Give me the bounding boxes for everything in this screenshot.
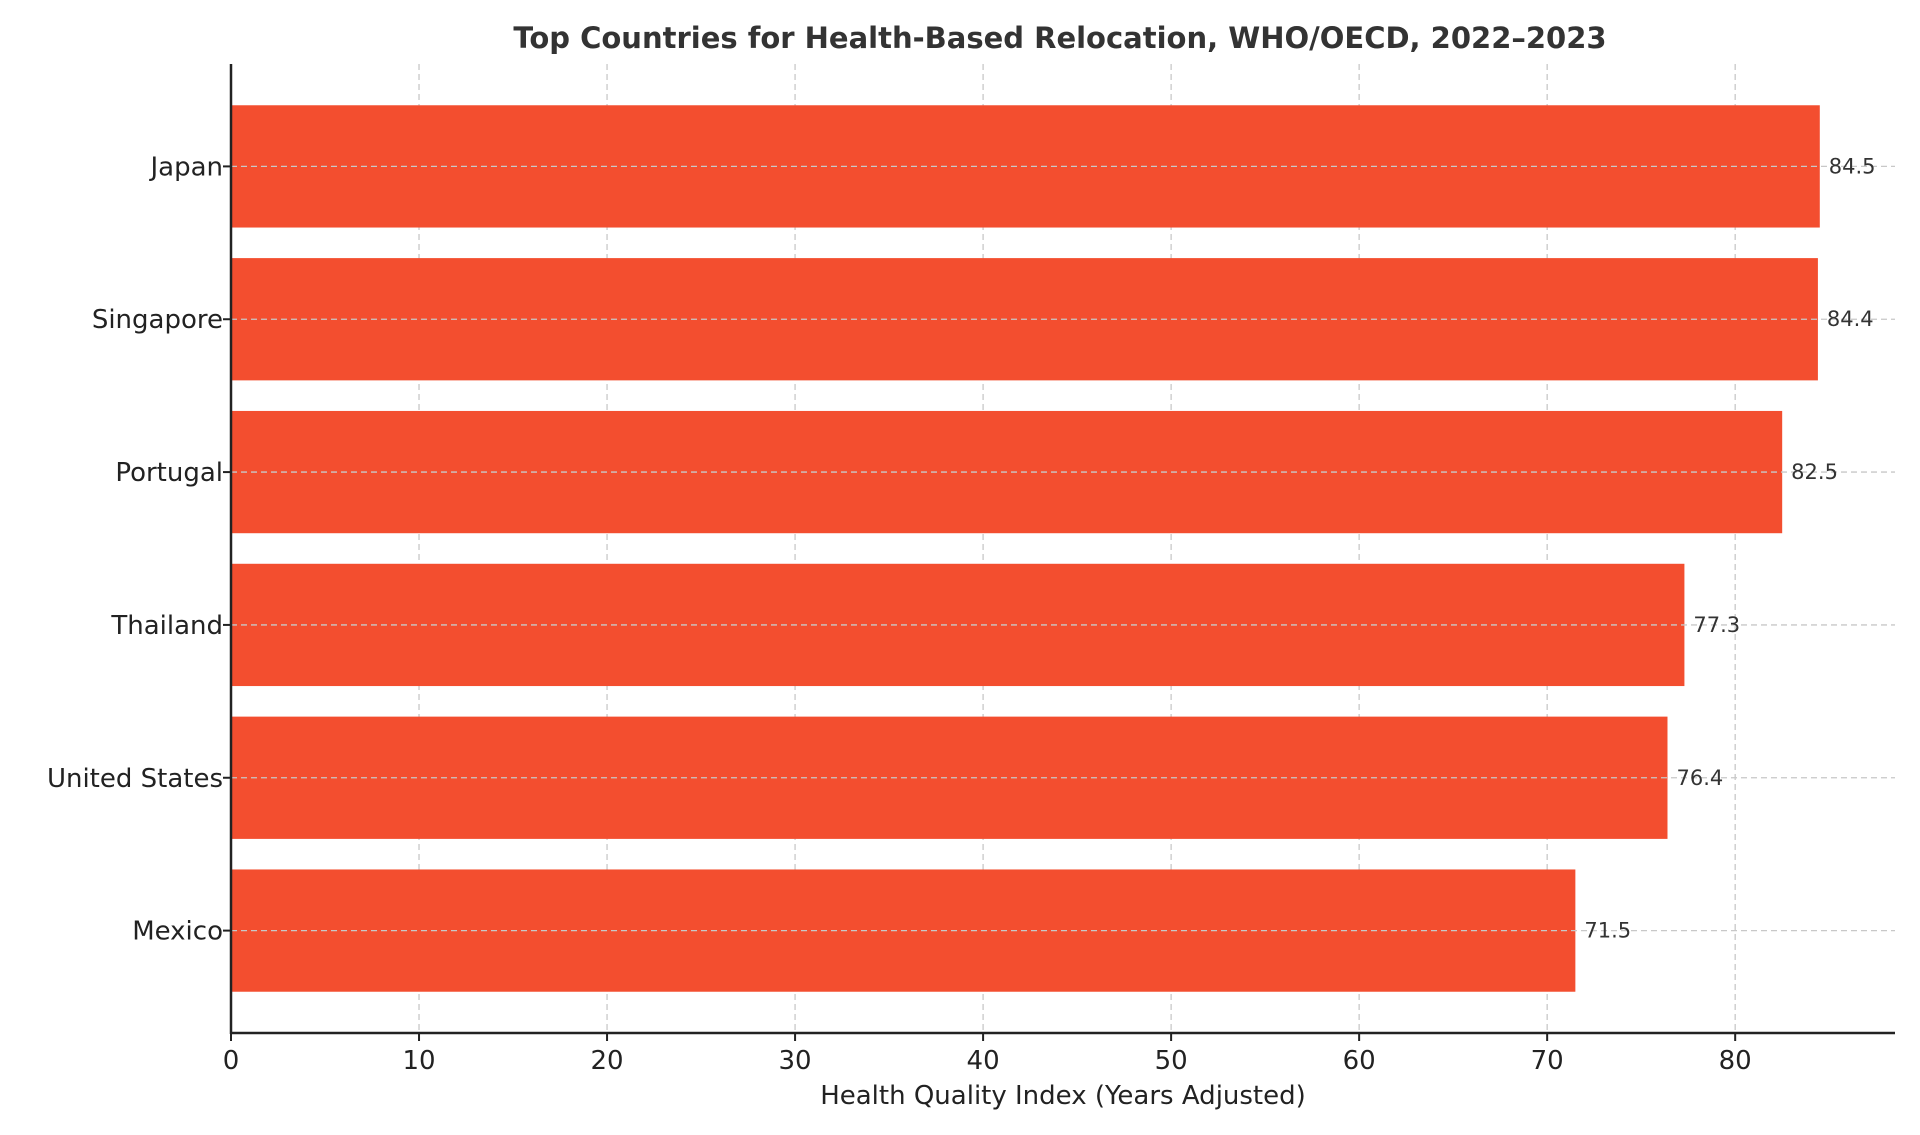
bar-value-label: 84.4 (1827, 307, 1874, 331)
x-tick-label: 50 (1155, 1046, 1188, 1076)
y-tick-label: Thailand (110, 611, 223, 641)
y-tick-label: Japan (148, 152, 223, 182)
bar-value-label: 77.3 (1693, 613, 1740, 637)
bar-united-states (231, 716, 1668, 839)
y-tick-label: Mexico (132, 917, 223, 947)
y-tick-label: Singapore (92, 305, 223, 335)
x-tick-label: 0 (223, 1046, 240, 1076)
bar-value-label: 71.5 (1584, 919, 1631, 943)
x-tick-label: 80 (1719, 1046, 1752, 1076)
bar-value-label: 76.4 (1676, 766, 1723, 790)
chart-title: Top Countries for Health-Based Relocatio… (513, 21, 1606, 55)
x-tick-label: 70 (1531, 1046, 1564, 1076)
x-tick-label: 60 (1343, 1046, 1376, 1076)
bar-value-label: 84.5 (1829, 154, 1876, 178)
y-tick-label: Portugal (115, 458, 223, 488)
x-tick-label: 40 (967, 1046, 1000, 1076)
x-tick-label: 10 (402, 1046, 435, 1076)
bar-value-label: 82.5 (1791, 460, 1838, 484)
y-tick-label: United States (47, 764, 223, 794)
x-tick-label: 20 (590, 1046, 623, 1076)
x-axis-label: Health Quality Index (Years Adjusted) (820, 1081, 1306, 1111)
x-tick-label: 30 (779, 1046, 812, 1076)
